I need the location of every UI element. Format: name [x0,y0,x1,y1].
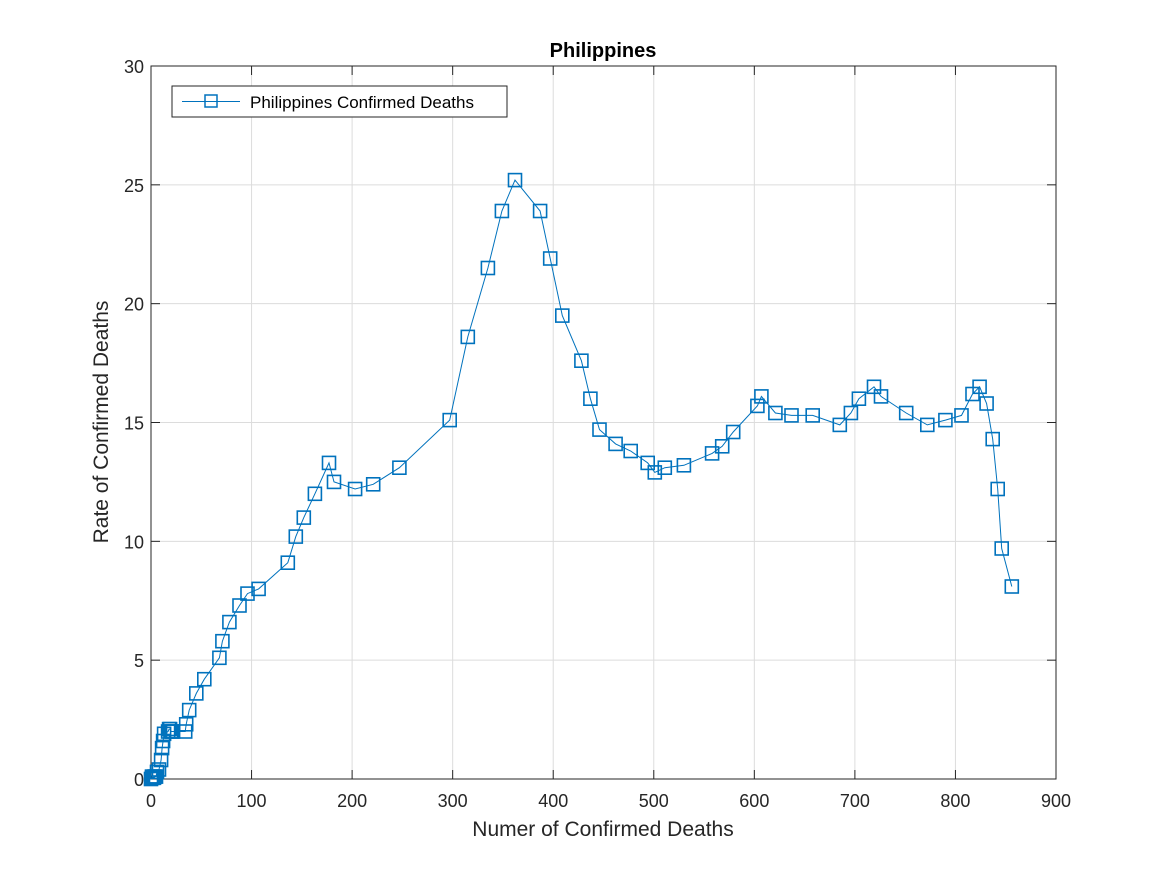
x-tick-label: 400 [538,791,568,811]
x-tick-label: 300 [438,791,468,811]
data-point [657,460,673,476]
x-tick-label: 900 [1041,791,1071,811]
data-point [938,412,953,428]
data-point [676,457,692,473]
x-tick-label: 100 [237,791,267,811]
data-point [162,721,178,737]
data-point [754,389,769,404]
x-tick-label: 800 [940,791,970,811]
data-point [365,476,381,492]
data-point [542,251,558,266]
data-point [153,752,169,768]
data-point [647,465,663,480]
x-tick-label: 500 [639,791,669,811]
data-point [805,408,821,423]
data-point [583,391,598,407]
data-point [554,308,570,323]
data-point [307,486,323,502]
data-point [178,716,194,732]
data-point [296,510,312,525]
data-point [280,555,296,571]
data-point [480,260,496,276]
data-point [442,412,458,428]
data-point [843,405,859,421]
y-tick-label: 20 [124,295,144,315]
data-point [197,671,212,687]
y-tick-label: 15 [124,414,144,434]
chart-title: Philippines [550,40,657,62]
y-tick-label: 10 [124,532,144,552]
x-tick-label: 0 [146,791,156,811]
data-point [574,353,589,369]
legend-marker-sample [204,94,218,108]
data-point [979,396,994,411]
data-point [507,172,523,188]
y-tick-label: 30 [124,57,144,77]
data-point [212,650,227,666]
data-point [592,422,607,437]
data-point [189,686,204,701]
data-point [851,391,867,407]
x-axis-label: Numer of Confirmed Deaths [472,818,733,841]
data-point [623,443,639,459]
data-point [288,529,304,544]
series-0 [143,172,1020,787]
data-point [608,436,623,452]
y-tick-label: 25 [124,176,144,196]
data-point [954,408,969,423]
data-point [832,417,848,433]
data-point [1004,579,1020,594]
data-point [750,398,765,414]
data-point [994,541,1010,556]
data-point [768,405,783,421]
data-point [919,417,935,433]
data-point [347,481,363,497]
data-point [326,474,342,490]
data-point [251,581,266,597]
data-point [240,586,255,601]
data-point [898,405,914,421]
data-point [232,598,247,613]
x-tick-label: 600 [739,791,769,811]
y-tick-label: 5 [134,651,144,671]
y-axis-label: Rate of Confirmed Deaths [90,301,113,544]
data-point [985,431,1001,447]
data-point [222,614,237,630]
x-tick-label: 700 [840,791,870,811]
data-point [181,702,197,718]
legend: Philippines Confirmed Deaths [171,85,508,118]
data-point [725,424,741,440]
data-point [532,203,548,219]
series-group [143,172,1020,787]
data-point [873,389,889,404]
data-point [714,438,730,454]
data-point [151,762,167,777]
data-point [972,379,987,395]
data-point [321,455,337,471]
ticks: 0 100 200 300 400 500 600 700 800 900 0 5 10 15 20 25 30 [124,57,1071,811]
legend-entry: Philippines Confirmed Deaths [250,93,474,112]
data-point [392,460,407,476]
data-point [990,481,1006,497]
data-point [149,764,165,780]
x-tick-label: 200 [337,791,367,811]
data-point [784,408,799,423]
data-point [460,329,476,345]
data-point [494,203,510,219]
data-point [215,633,230,649]
y-tick-label: 0 [134,770,144,790]
